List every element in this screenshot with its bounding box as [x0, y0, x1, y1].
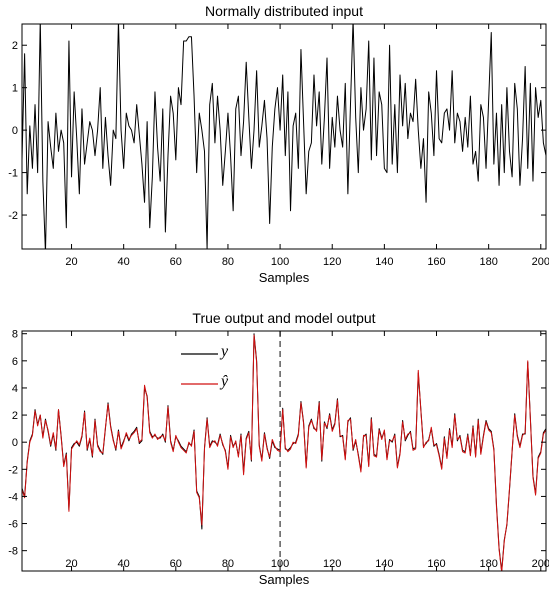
x-tick-label: 180: [479, 256, 497, 268]
legend-label-1: ŷ: [219, 373, 229, 390]
legend-label-0: y: [219, 343, 229, 360]
y-tick-label: -2: [8, 210, 18, 222]
axes-frame: [21, 330, 547, 572]
x-tick-label: 200: [532, 558, 549, 570]
axes-frame: [21, 23, 547, 250]
x-tick-label: 100: [271, 558, 289, 570]
x-tick-label: 200: [532, 256, 549, 268]
chart-title: True output and model output: [192, 310, 375, 326]
x-tick-label: 60: [170, 558, 182, 570]
y-tick-label: -2: [8, 464, 18, 476]
x-tick-label: 40: [118, 256, 130, 268]
x-tick-label: 140: [375, 558, 393, 570]
x-tick-label: 160: [427, 256, 445, 268]
x-tick-label: 80: [222, 256, 234, 268]
x-tick-label: 120: [323, 256, 341, 268]
x-tick-label: 180: [479, 558, 497, 570]
series-line-0: [22, 24, 546, 249]
chart-title: Normally distributed input: [205, 3, 363, 19]
x-tick-label: 20: [65, 256, 77, 268]
x-tick-label: 140: [375, 256, 393, 268]
y-tick-label: 4: [12, 383, 18, 395]
x-tick-label: 80: [222, 558, 234, 570]
y-tick-label: 8: [12, 329, 18, 341]
y-tick-label: -1: [8, 168, 18, 180]
x-tick-label: 20: [65, 558, 77, 570]
x-tick-label: 120: [323, 558, 341, 570]
x-tick-label: 100: [271, 256, 289, 268]
y-tick-label: 1: [12, 83, 18, 95]
legend: yŷ: [181, 343, 229, 390]
y-tick-label: 0: [12, 437, 18, 449]
y-tick-label: 2: [12, 410, 18, 422]
x-axis-label: Samples: [259, 572, 310, 587]
x-tick-label: 60: [170, 256, 182, 268]
y-tick-label: -6: [8, 519, 18, 531]
y-tick-label: 2: [12, 40, 18, 52]
y-tick-label: 0: [12, 125, 18, 137]
x-tick-label: 40: [118, 558, 130, 570]
series-line-1: [22, 334, 546, 571]
y-tick-label: 6: [12, 356, 18, 368]
y-tick-label: -4: [8, 491, 18, 503]
x-axis-label: Samples: [259, 270, 310, 285]
y-tick-label: -8: [8, 546, 18, 558]
x-tick-label: 160: [427, 558, 445, 570]
